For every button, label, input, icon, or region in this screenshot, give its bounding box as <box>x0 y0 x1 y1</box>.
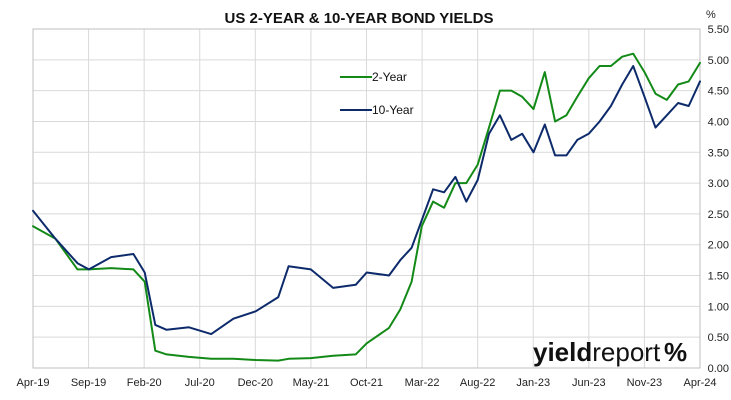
y-tick-label: 3.00 <box>708 178 729 190</box>
y-tick-label: 4.00 <box>708 116 729 128</box>
y-tick-label: 1.50 <box>708 271 729 283</box>
yieldreport-logo-text: yieldreport <box>533 337 661 367</box>
gridlines-layer <box>32 28 701 369</box>
y-tick-label: 0.00 <box>708 363 729 375</box>
axes-layer: 0.00 0.50 1.00 1.50 2.00 2.50 3.00 3.50 4.00 4.50… <box>16 24 729 389</box>
x-tick-label: Apr-19 <box>16 377 49 389</box>
x-tick-label: Mar-22 <box>405 377 440 389</box>
y-tick-label: 5.50 <box>708 24 729 36</box>
x-tick-label: Apr-24 <box>683 377 716 389</box>
x-tick-label: May-21 <box>293 377 330 389</box>
x-tick-label: Oct-21 <box>350 377 383 389</box>
y-tick-label: 5.00 <box>708 55 729 67</box>
x-tick-label: Sep-19 <box>71 377 106 389</box>
chart-title: US 2-YEAR & 10-YEAR BOND YIELDS <box>225 10 494 27</box>
y-tick-label: 0.50 <box>708 332 729 344</box>
x-tick-label: Jul-20 <box>185 377 215 389</box>
y-tick-label: 3.50 <box>708 147 729 159</box>
series-line-2-year <box>32 52 701 362</box>
chart-legend: 2-Year 10-Year <box>340 70 414 117</box>
x-tick-label: Nov-23 <box>627 377 662 389</box>
logo-yield-text: yield <box>533 337 592 367</box>
series-layer <box>32 52 701 362</box>
y-tick-label: 4.50 <box>708 86 729 98</box>
x-tick-label: Feb-20 <box>127 377 162 389</box>
x-tick-label: Dec-20 <box>238 377 273 389</box>
y-tick-label: 2.50 <box>708 209 729 221</box>
logo-report-text: report <box>592 337 661 367</box>
plot-area-border <box>32 28 701 369</box>
x-tick-label: Jun-23 <box>572 377 606 389</box>
yieldreport-logo: yieldreport % <box>533 337 687 367</box>
y-axis-unit-label: % <box>706 9 716 21</box>
y-tick-label: 2.00 <box>708 240 729 252</box>
x-tick-label: Jan-23 <box>516 377 550 389</box>
y-tick-label: 1.00 <box>708 301 729 313</box>
logo-percent-symbol: % <box>664 337 687 367</box>
series-line-10-year <box>32 65 701 336</box>
legend-label-10-year: 10-Year <box>372 103 414 117</box>
x-tick-label: Aug-22 <box>460 377 495 389</box>
legend-label-2-year: 2-Year <box>372 70 407 84</box>
